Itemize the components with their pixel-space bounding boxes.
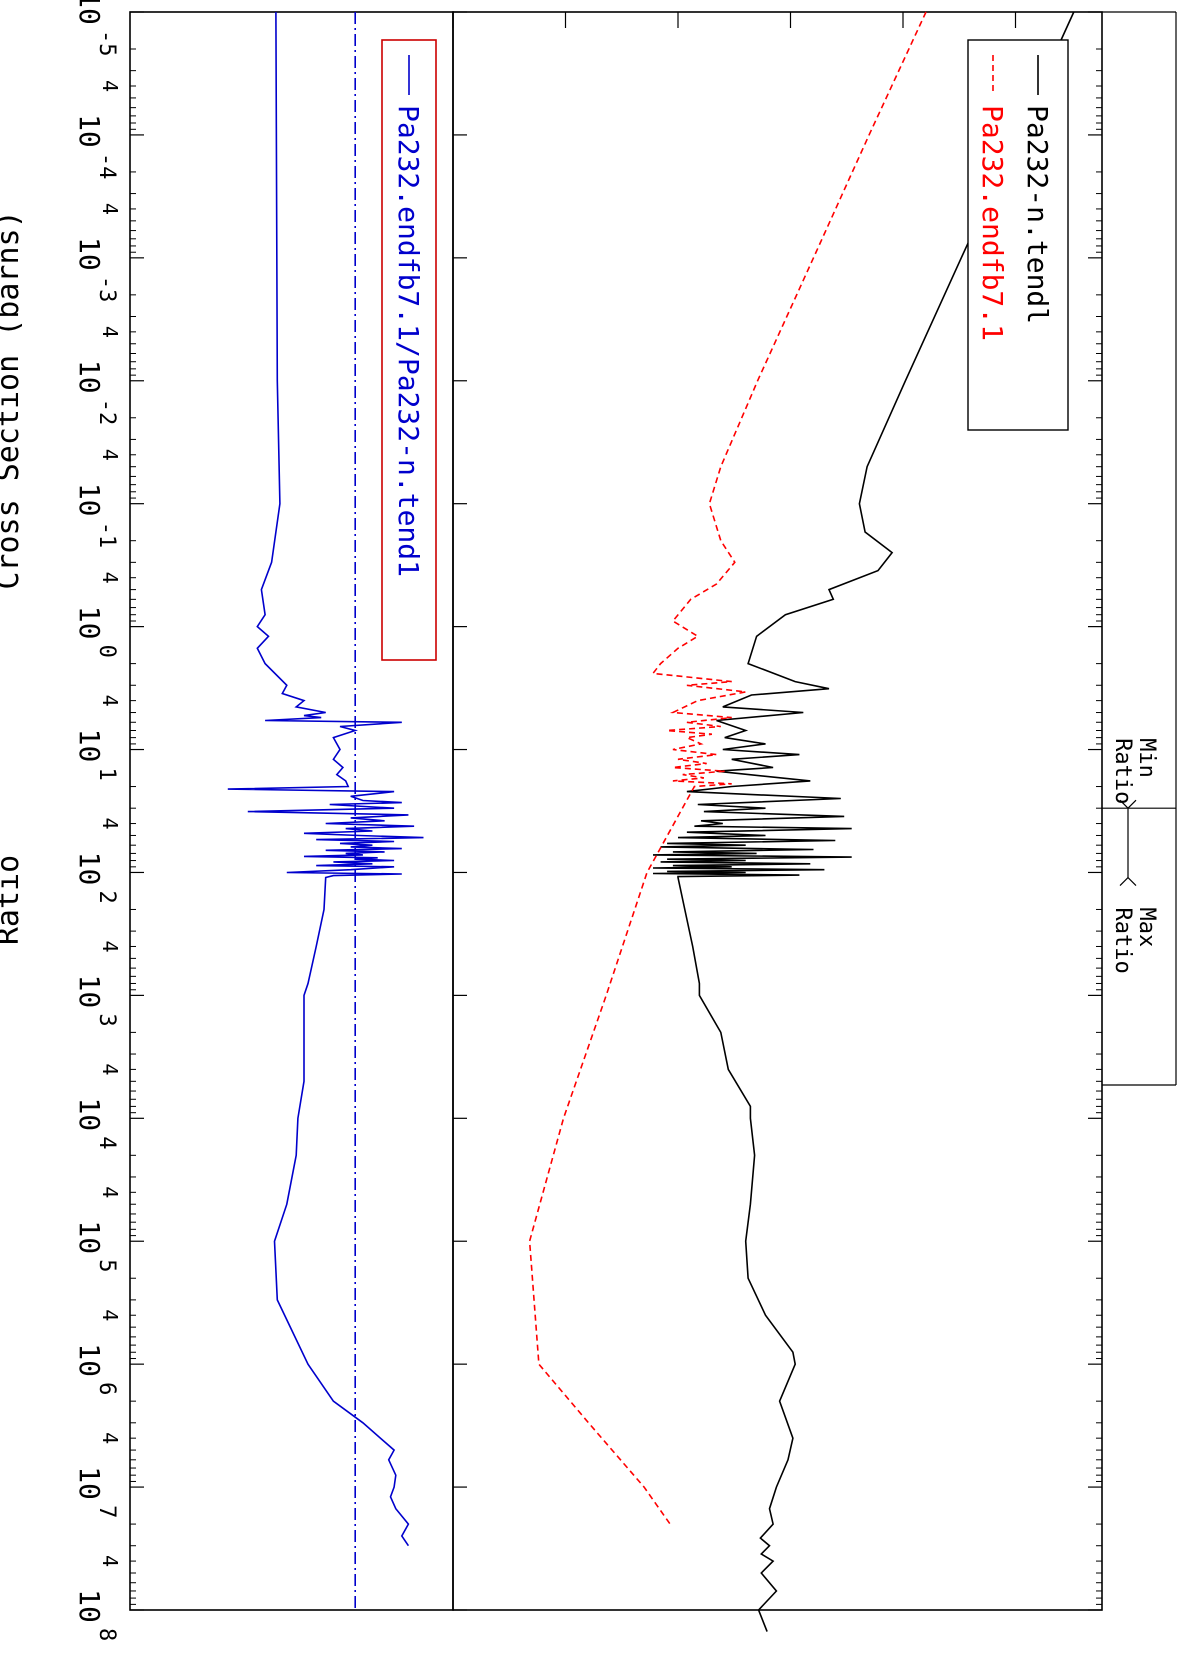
x-tick-label: 10 bbox=[73, 1343, 106, 1377]
min-ratio-label-line1: Min bbox=[1134, 738, 1159, 778]
x-tick-exponent: 4 bbox=[94, 1136, 119, 1149]
x-tick-exponent: 0 bbox=[94, 645, 119, 658]
x-tick-label: 10 bbox=[73, 1097, 106, 1131]
x-minor-label: 4 bbox=[98, 695, 122, 707]
x-tick-label: 10 bbox=[73, 975, 106, 1009]
min-ratio-arrowhead bbox=[1119, 799, 1137, 810]
max-ratio-label-line1: Max bbox=[1134, 908, 1159, 948]
x-minor-label: 4 bbox=[98, 940, 122, 952]
upper-legend-box bbox=[967, 39, 1069, 431]
x-tick-label: 10 bbox=[73, 360, 106, 394]
x-minor-label: 4 bbox=[98, 203, 122, 215]
legend-label-tendl: Pa232-n.tendl bbox=[1021, 105, 1054, 324]
max-ratio-label-line2: Ratio bbox=[1110, 908, 1135, 974]
x-tick-exponent: 1 bbox=[94, 768, 119, 781]
lower-legend-box bbox=[381, 39, 437, 661]
x-tick-label: 10 bbox=[73, 483, 106, 517]
max-ratio-arrowhead bbox=[1119, 876, 1137, 886]
x-tick-exponent: 6 bbox=[94, 1382, 119, 1395]
series-line-tendl bbox=[652, 11, 1075, 1632]
x-minor-label: 4 bbox=[98, 1432, 122, 1444]
lower-panel-frame bbox=[129, 11, 454, 1611]
x-minor-label: 4 bbox=[98, 1309, 122, 1321]
x-tick-exponent: -4 bbox=[94, 153, 119, 180]
x-minor-label: 4 bbox=[98, 449, 122, 461]
x-minor-label: 4 bbox=[98, 572, 122, 584]
x-minor-label: 4 bbox=[98, 1555, 122, 1567]
x-tick-label: 10 bbox=[73, 852, 106, 886]
x-tick-label: 10 bbox=[73, 729, 106, 763]
x-tick-exponent: -5 bbox=[94, 30, 119, 57]
x-tick-label: 10 bbox=[73, 114, 106, 148]
legend-label-ratio: Pa232.endfb7.1/Pa232-n.tend1 bbox=[392, 105, 425, 577]
legend-label-endfb: Pa232.endfb7.1 bbox=[976, 105, 1009, 341]
x-tick-label: 10 bbox=[73, 1220, 106, 1254]
x-tick-exponent: -1 bbox=[94, 522, 119, 549]
x-tick-label: 10 bbox=[73, 1589, 106, 1623]
x-minor-label: 4 bbox=[98, 1186, 122, 1198]
x-tick-exponent: 3 bbox=[94, 1013, 119, 1026]
x-tick-exponent: 8 bbox=[94, 1628, 119, 1641]
x-minor-label: 4 bbox=[98, 326, 122, 338]
x-tick-exponent: -3 bbox=[94, 276, 119, 303]
x-tick-exponent: 2 bbox=[94, 890, 119, 903]
x-tick-exponent: -2 bbox=[94, 399, 119, 426]
x-tick-label: 10 bbox=[73, 606, 106, 640]
rotated-figure: 10 -5 4 10 -4 4 10 -3 4 10 -2 4 10 -1 4 10 0 4 10 1 4 10 2 4 10 3… bbox=[0, 0, 1177, 1641]
x-minor-label: 4 bbox=[98, 1063, 122, 1075]
x-minor-label: 4 bbox=[98, 80, 122, 92]
x-minor-label: 4 bbox=[98, 818, 122, 830]
x-tick-exponent: 5 bbox=[94, 1259, 119, 1272]
x-tick-label: 10 bbox=[73, 237, 106, 271]
upper-y-axis-title: Cross Section (barns) bbox=[0, 210, 26, 589]
series-line-ratio bbox=[227, 11, 424, 1547]
series-line-endfb bbox=[528, 11, 927, 1525]
x-tick-exponent: 7 bbox=[94, 1505, 119, 1518]
x-tick-label: 10 bbox=[73, 0, 106, 25]
x-tick-label: 10 bbox=[73, 1466, 106, 1500]
lower-y-axis-title: Ratio bbox=[0, 855, 26, 945]
min-ratio-label-line2: Ratio bbox=[1110, 738, 1135, 804]
